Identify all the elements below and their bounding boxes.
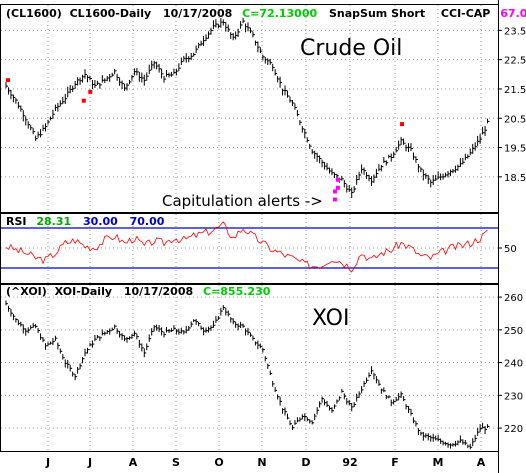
rsi-label: RSI	[6, 215, 27, 228]
x-tick-label: J	[45, 456, 50, 469]
rsi-upper-band-label: 70.00	[130, 215, 165, 228]
x-tick-label: S	[172, 456, 180, 469]
alert-marker	[400, 122, 405, 127]
bottom-date: 10/17/2008	[124, 285, 193, 298]
panel-border	[0, 4, 499, 213]
top-series-name: CL1600-Daily	[70, 7, 152, 20]
y-tick-label: 50	[504, 244, 517, 255]
indicator-name: SnapSum Short	[329, 7, 425, 20]
y-tick-label: 23.5	[504, 26, 526, 37]
y-tick-label: 250	[504, 326, 523, 337]
capitulation-alert-markers	[6, 78, 405, 202]
alert-marker	[88, 89, 93, 94]
y-tick-label: 20.5	[504, 114, 526, 125]
x-tick-label: O	[214, 456, 223, 469]
rsi-value: 28.31	[36, 215, 71, 228]
top-chart-title: Crude Oil	[300, 36, 402, 61]
cci-value: 67.02500	[500, 7, 526, 20]
bottom-close-value: C=855.230	[203, 285, 271, 298]
x-tick-label: A	[477, 456, 486, 469]
rsi-line	[5, 221, 488, 273]
rsi-lower-band-label: 30.00	[83, 215, 118, 228]
y-tick-label: 230	[504, 391, 523, 402]
x-tick-label: 92	[342, 456, 357, 469]
y-tick-label: 21.5	[504, 85, 526, 96]
capitulation-annotation: Capitulation alerts ->	[162, 192, 323, 210]
alert-marker	[335, 185, 340, 190]
y-axis-tick-labels: 23.5 22.5 21.5 20.5 19.5 18.5 50 260 250 240 230 22…	[498, 26, 526, 435]
xoi-price-bars	[5, 300, 490, 450]
svg-text:(^XOI) XOI-Daily 10/17: (^XOI) XOI-Daily 10/17/2008 C=855.230	[6, 285, 271, 298]
rsi-series-line	[5, 221, 488, 273]
bottom-chart-title: XOI	[312, 306, 349, 331]
y-tick-label: 240	[504, 359, 523, 370]
rsi-bands	[1, 227, 498, 269]
y-tick-label: 18.5	[504, 173, 526, 184]
y-tick-label: 260	[504, 293, 523, 304]
cci-name: CCI-CAP	[441, 7, 490, 20]
top-date: 10/17/2008	[163, 7, 232, 20]
alert-marker	[6, 78, 10, 83]
y-tick-label: 19.5	[504, 144, 526, 155]
x-tick-label: M	[433, 456, 444, 469]
x-tick-label: N	[257, 456, 266, 469]
x-tick-label: J	[87, 456, 92, 469]
bottom-symbol: (^XOI)	[6, 285, 47, 298]
bottom-series-name: XOI-Daily	[55, 285, 112, 298]
x-tick-label: A	[129, 456, 138, 469]
y-tick-label: 22.5	[504, 56, 526, 67]
x-axis-month-labels: J J A S O N D 92 F M A	[45, 456, 486, 469]
top-close-value: C=72.13000	[242, 7, 317, 20]
x-tick-label: F	[391, 456, 399, 469]
panel-frames	[0, 0, 499, 473]
panel-border	[0, 284, 499, 452]
alert-marker	[81, 98, 86, 103]
x-tick-label: D	[301, 456, 310, 469]
crude-oil-price-bars	[5, 17, 490, 199]
alert-marker	[332, 197, 337, 202]
alert-marker	[335, 177, 340, 182]
svg-text:RSI 28.31 30.00 70: RSI 28.31 30.00 70.00	[6, 215, 165, 228]
alert-marker	[332, 189, 337, 194]
y-tick-label: 220	[504, 424, 523, 435]
svg-text:(CL1600) CL1600-Daily: (CL1600) CL1600-Daily 10/17/2008 C=72.13…	[6, 7, 526, 20]
top-symbol: (CL1600)	[6, 7, 62, 20]
